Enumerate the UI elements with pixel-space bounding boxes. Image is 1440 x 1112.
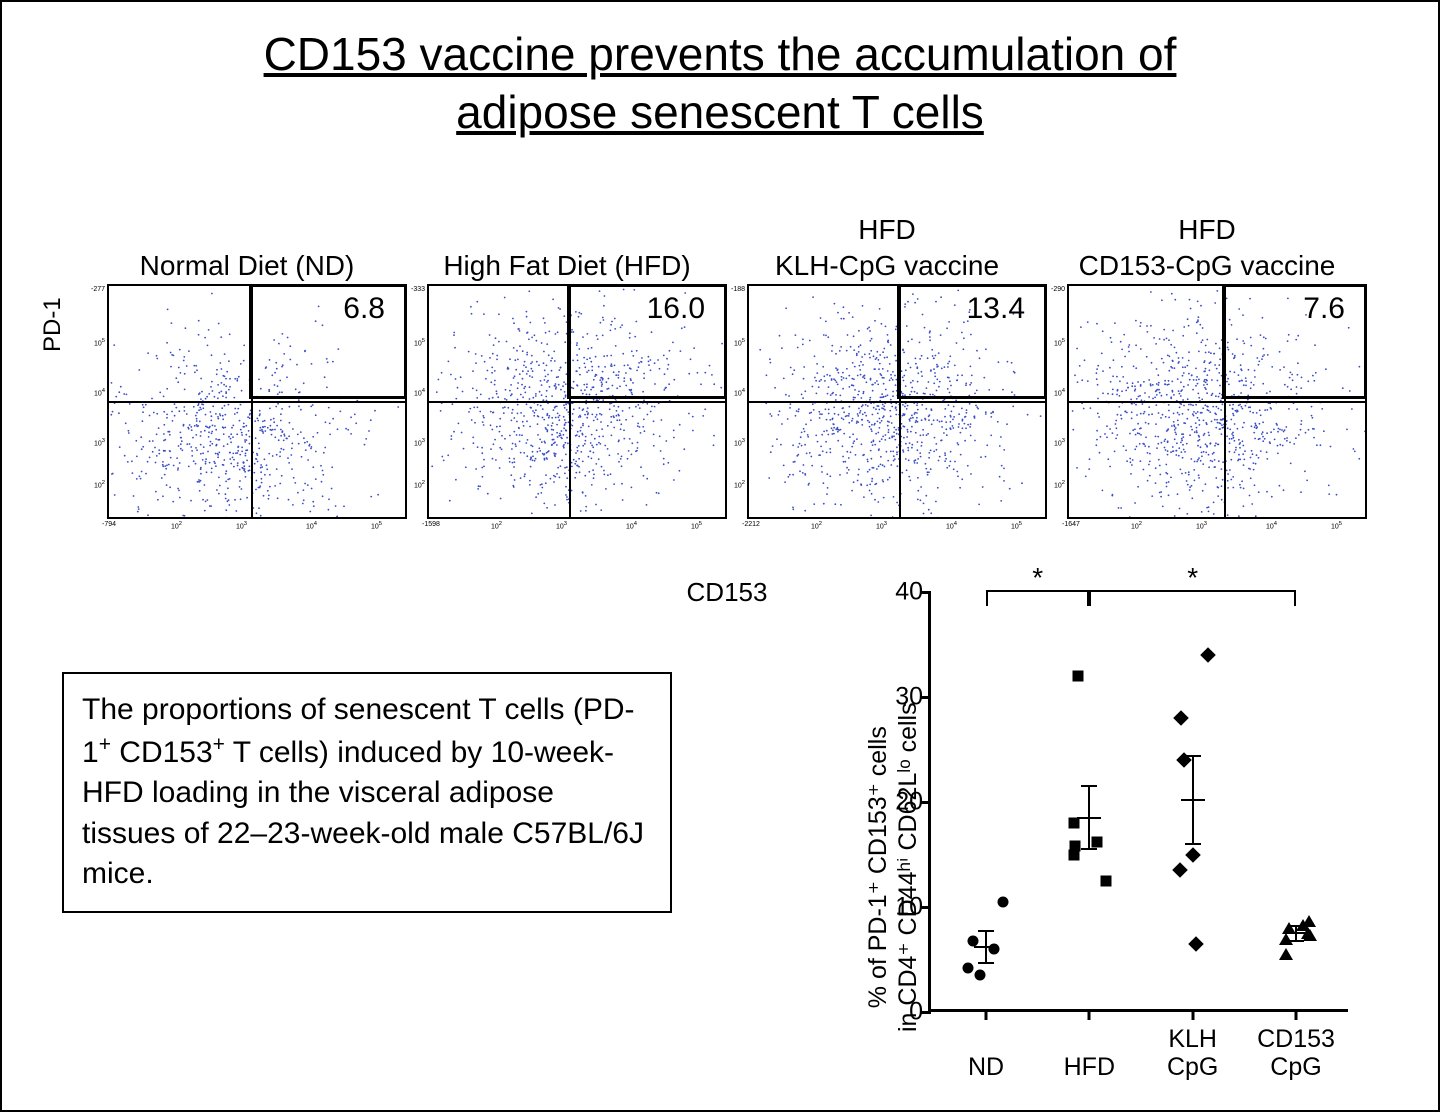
panel-label-upper: HFD [727,212,1047,248]
gate-percentage: 16.0 [647,292,705,326]
data-point [1091,836,1102,847]
data-point [1282,922,1296,934]
facs-panel: High Fat Diet (HFD)16.0102103104105-3331… [407,212,727,519]
dotplot-y-axis-label: % of PD-1⁺ CD153⁺ cells in CD4⁺ CD44ʰⁱ C… [863,702,923,1032]
data-point [963,962,974,973]
data-point [1172,862,1188,878]
facs-plot-frame: 7.6 [1067,284,1367,519]
facs-panel: Normal Diet (ND)6.8102103104105-27710210… [87,212,407,519]
data-point [1279,948,1293,960]
gate-percentage: 6.8 [343,292,385,326]
data-point [1070,841,1081,852]
data-point [1100,875,1111,886]
data-point [1185,847,1201,863]
ytick-label: 20 [889,788,923,817]
ytick-label: 10 [889,893,923,922]
ytick-label: 30 [889,683,923,712]
significance-star: * [1032,562,1043,594]
facs-plot-frame: 13.4 [747,284,1047,519]
significance-star: * [1187,562,1198,594]
summary-dotplot: % of PD-1⁺ CD153⁺ cells in CD4⁺ CD44ʰⁱ C… [793,562,1393,1082]
xcat-label: CD153CpG [1257,1026,1335,1081]
facs-y-axis-label: PD-1 [39,297,67,352]
data-point [967,935,978,946]
panel-label-lower: KLH-CpG vaccine [727,248,1047,284]
facs-x-axis-label: CD153 [687,577,768,608]
facs-plot-frame: 16.0 [427,284,727,519]
xcat-label: ND [968,1054,1004,1082]
data-point [997,896,1008,907]
panel-label-lower: Normal Diet (ND) [87,248,407,284]
xcat-label: KLHCpG [1167,1026,1218,1081]
data-point [1188,936,1204,952]
panel-label-lower: CD153-CpG vaccine [1047,248,1367,284]
data-point [1174,710,1190,726]
mean-mark [1181,799,1205,801]
data-point [1302,915,1316,927]
ytick-label: 40 [889,578,923,607]
figure-caption: The proportions of senescent T cells (PD… [62,672,672,913]
data-point [1069,818,1080,829]
data-point [1279,933,1293,945]
data-point [974,970,985,981]
facs-row: PD-1 Normal Diet (ND)6.8102103104105-277… [47,212,1407,519]
data-point [988,944,999,955]
panel-label-upper [87,212,407,248]
facs-panel: HFDKLH-CpG vaccine13.4102103104105-18810… [727,212,1047,519]
ytick-label: 0 [889,998,923,1027]
figure-title: CD153 vaccine prevents the accumulation … [2,2,1438,141]
gate-percentage: 13.4 [967,292,1025,326]
mean-mark [1077,817,1101,819]
gate-percentage: 7.6 [1303,292,1345,326]
panel-label-upper [407,212,727,248]
xcat-label: HFD [1064,1054,1115,1082]
panel-label-upper: HFD [1047,212,1367,248]
data-point [1200,647,1216,663]
data-point [1072,671,1083,682]
facs-panel: HFDCD153-CpG vaccine7.6102103104105-2901… [1047,212,1367,519]
facs-plot-frame: 6.8 [107,284,407,519]
facs-gate [1222,284,1367,399]
panel-label-lower: High Fat Diet (HFD) [407,248,727,284]
